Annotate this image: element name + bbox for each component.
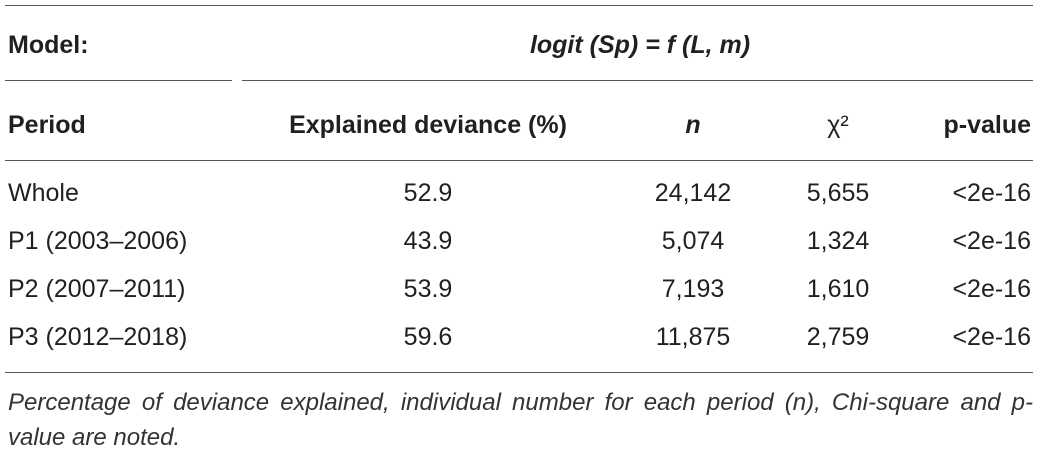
column-header: Explained deviance (%) [289,111,567,139]
rule [5,372,1033,373]
rule [5,160,1033,161]
table-cell: 1,610 [806,275,870,303]
column-header: χ² [827,111,849,139]
table-cell: 2,759 [806,323,870,351]
table-cell: P1 (2003–2006) [8,227,188,255]
table-cell: 5,655 [806,179,870,207]
model-label: Model: [8,31,89,59]
table-cell: <2e-16 [952,323,1031,351]
table-cell: 43.9 [403,227,453,255]
table-cell: 7,193 [661,275,725,303]
rule [5,5,1033,6]
footnote: Percentage of deviance explained, indivi… [8,389,1033,451]
column-header: Period [8,111,86,139]
table-cell: 11,875 [655,323,731,351]
column-header: p-value [943,111,1031,139]
rule [242,80,1033,81]
table-cell: P2 (2007–2011) [8,275,186,303]
table-cell: 59.6 [403,323,453,351]
column-header: n [685,111,701,139]
table-cell: 53.9 [403,275,453,303]
table-cell: 5,074 [661,227,725,255]
table-cell: 52.9 [403,179,453,207]
table-cell: P3 (2012–2018) [8,323,188,351]
table-cell: <2e-16 [952,275,1031,303]
table-cell: <2e-16 [952,227,1031,255]
table-cell: 24,142 [654,179,732,207]
table-cell: <2e-16 [952,179,1031,207]
table-cell: 1,324 [806,227,870,255]
rule [5,80,232,81]
table-cell: Whole [8,179,79,207]
model-formula: logit (Sp) = f (L, m) [529,31,751,59]
